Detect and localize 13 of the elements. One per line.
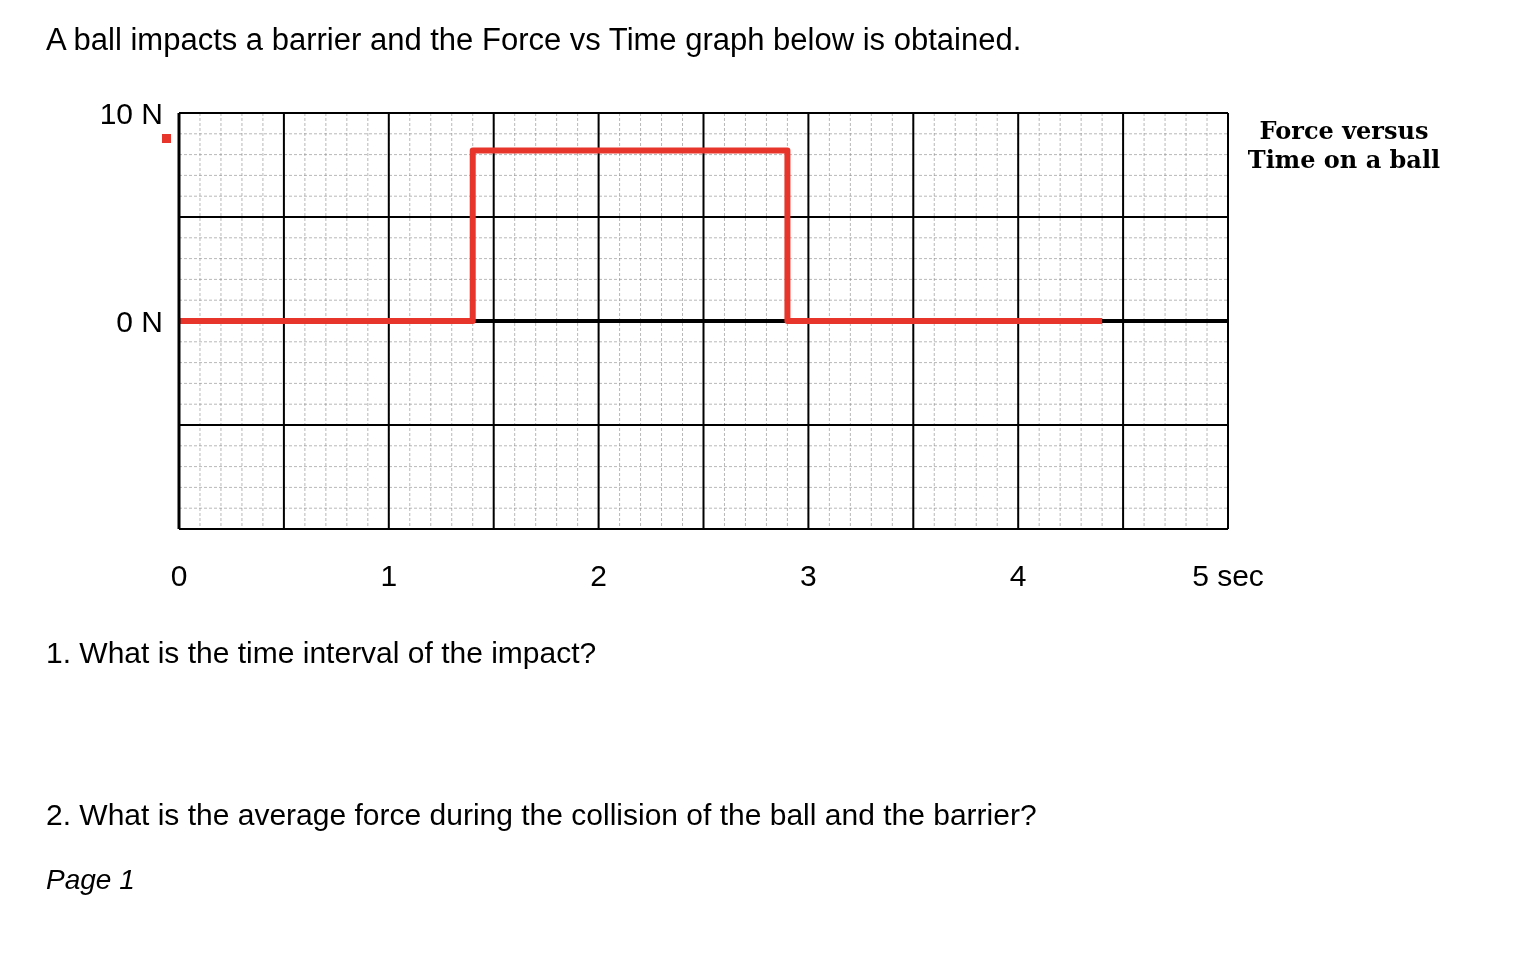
text: 1. What is the time interval of the impact?	[46, 636, 597, 670]
x-tick-label: 5 sec	[1192, 559, 1264, 593]
text: Page 1	[46, 864, 135, 896]
x-tick-label: 4	[1009, 559, 1027, 593]
x-tick-label: 0	[170, 559, 188, 593]
chart-title: A ball impacts a barrier and the Force vs Time graph below is obtained.	[46, 22, 1022, 58]
x-tick-label: 2	[590, 559, 607, 593]
text: 2. What is the average force during the collision of the ball and the barrier?	[46, 798, 1037, 832]
text: Force versus Time on a ball	[1246, 116, 1442, 174]
y-tick-label: 10 N	[99, 96, 163, 130]
x-tick-label: 3	[800, 559, 817, 593]
y-tick-label: 0 N	[116, 304, 163, 338]
x-tick-label: 1	[380, 559, 398, 593]
